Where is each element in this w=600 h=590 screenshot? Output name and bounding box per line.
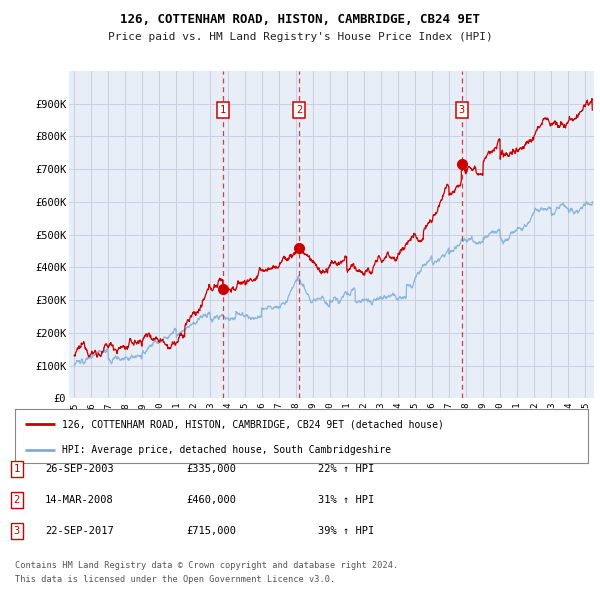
Text: 22-SEP-2017: 22-SEP-2017 [45, 526, 114, 536]
Text: 2: 2 [296, 105, 302, 115]
Text: 1: 1 [14, 464, 20, 474]
Text: 39% ↑ HPI: 39% ↑ HPI [318, 526, 374, 536]
Text: 3: 3 [14, 526, 20, 536]
Text: 3: 3 [458, 105, 464, 115]
Text: 2: 2 [14, 495, 20, 504]
Text: 1: 1 [220, 105, 226, 115]
Text: 14-MAR-2008: 14-MAR-2008 [45, 495, 114, 504]
Text: £335,000: £335,000 [186, 464, 236, 474]
Text: Price paid vs. HM Land Registry's House Price Index (HPI): Price paid vs. HM Land Registry's House … [107, 32, 493, 42]
Text: This data is licensed under the Open Government Licence v3.0.: This data is licensed under the Open Gov… [15, 575, 335, 584]
Text: HPI: Average price, detached house, South Cambridgeshire: HPI: Average price, detached house, Sout… [62, 445, 391, 454]
Text: 22% ↑ HPI: 22% ↑ HPI [318, 464, 374, 474]
Text: 126, COTTENHAM ROAD, HISTON, CAMBRIDGE, CB24 9ET (detached house): 126, COTTENHAM ROAD, HISTON, CAMBRIDGE, … [62, 419, 444, 429]
Text: £460,000: £460,000 [186, 495, 236, 504]
Text: Contains HM Land Registry data © Crown copyright and database right 2024.: Contains HM Land Registry data © Crown c… [15, 560, 398, 570]
Text: £715,000: £715,000 [186, 526, 236, 536]
Text: 31% ↑ HPI: 31% ↑ HPI [318, 495, 374, 504]
Text: 126, COTTENHAM ROAD, HISTON, CAMBRIDGE, CB24 9ET: 126, COTTENHAM ROAD, HISTON, CAMBRIDGE, … [120, 13, 480, 26]
Text: 26-SEP-2003: 26-SEP-2003 [45, 464, 114, 474]
